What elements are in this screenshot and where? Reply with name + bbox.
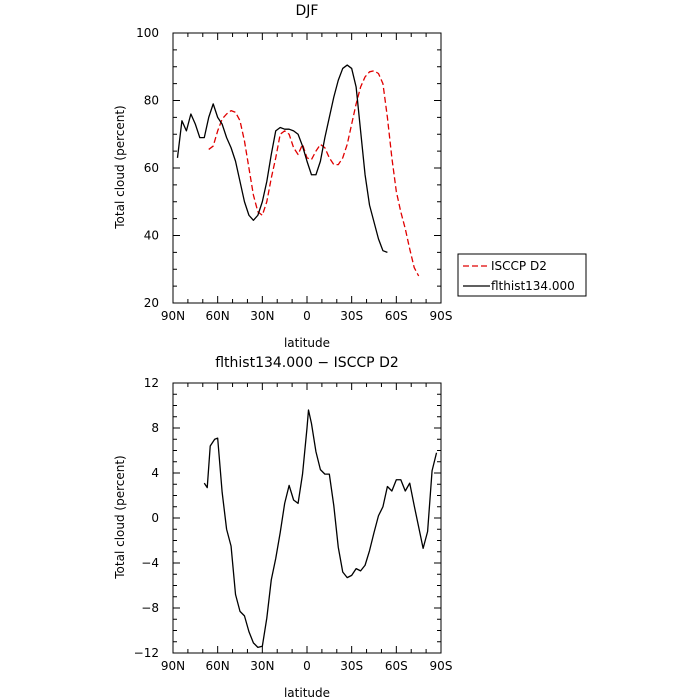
y-tick-label: 12 [144,376,159,390]
legend-label-isccp: ISCCP D2 [491,259,547,273]
y-tick-label: −8 [141,601,159,615]
y-tick-label: −4 [141,556,159,570]
y-axis-label-top: Total cloud (percent) [113,105,127,229]
chart-title-top: DJF [296,3,319,19]
y-tick-label: 80 [144,94,159,108]
y-tick-label: −12 [134,646,159,660]
x-tick-label: 60S [385,659,408,673]
x-tick-label: 90N [161,309,185,323]
plot-area-bottom: 90N 60N 30N 0 30S 60S 90S −12 −8 −4 0 4 8 12 [134,376,453,673]
x-tick-label: 30S [340,309,363,323]
x-tick-label: 60N [206,659,230,673]
x-tick-label: 90S [430,309,453,323]
y-tick-label: 40 [144,229,159,243]
x-tick-label: 90S [430,659,453,673]
x-tick-label: 30N [250,659,274,673]
legend-label-flthist: flthist134.000 [491,279,575,293]
y-tick-label: 0 [151,511,159,525]
legend-box [457,253,587,297]
y-tick-label: 60 [144,161,159,175]
x-tick-label: 90N [161,659,185,673]
series-line-isccp-d2 [208,70,420,277]
y-axis-label-bottom: Total cloud (percent) [113,455,127,579]
y-tick-label: 100 [136,26,159,40]
x-tick-label: 0 [303,309,311,323]
x-axis-label-top: latitude [284,336,330,350]
y-tick-label: 8 [151,421,159,435]
legend: ISCCP D2 flthist134.000 [457,253,587,297]
plot-frame [172,32,442,304]
x-tick-label: 30N [250,309,274,323]
chart-title-bottom: flthist134.000 − ISCCP D2 [215,355,399,371]
y-tick-label: 20 [144,296,159,310]
y-tick-label: 4 [151,466,159,480]
series-line-flthist134-000 [176,64,388,253]
x-tick-label: 60N [206,309,230,323]
x-tick-label: 60S [385,309,408,323]
plot-area-top: 90N 60N 30N 0 30S 60S 90S 20 40 60 80 100 [136,26,452,323]
x-tick-label: 30S [340,659,363,673]
x-tick-label: 0 [303,659,311,673]
x-axis-label-bottom: latitude [284,686,330,700]
series-line-difference [203,409,438,649]
